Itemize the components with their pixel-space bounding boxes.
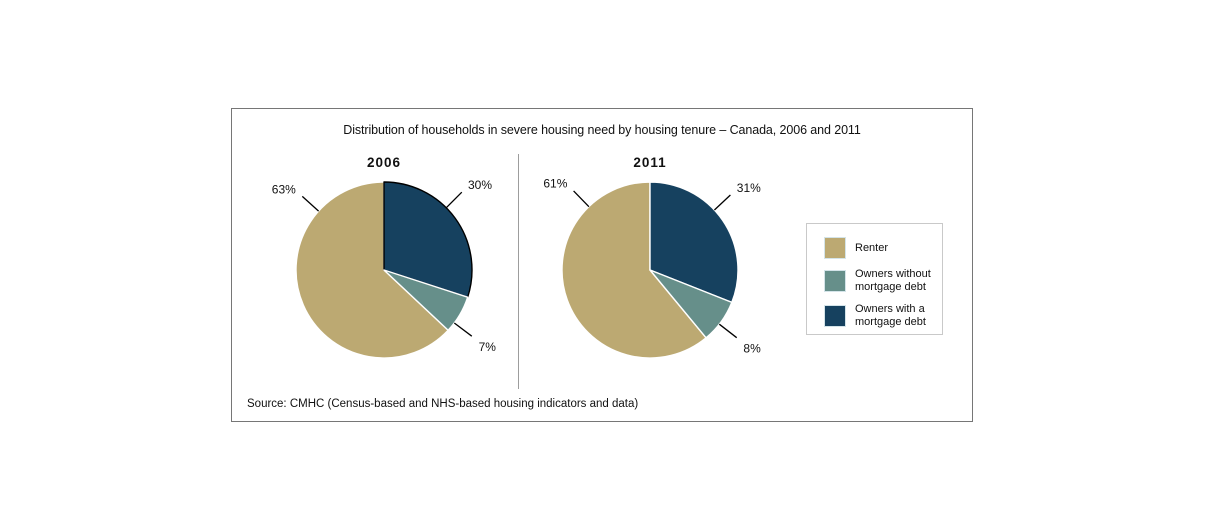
label-leader-line (573, 190, 590, 208)
renter-swatch-icon (824, 237, 846, 259)
pie-slice (649, 181, 739, 304)
label-leader-line (453, 322, 473, 337)
pie-percent-label: 31% (737, 181, 761, 195)
legend-item-owners-with-mortgage: Owners with a mortgage debt (824, 303, 942, 329)
label-leader-line (445, 191, 463, 209)
source-note: Source: CMHC (Census-based and NHS-based… (247, 398, 639, 410)
pie-slice (295, 181, 449, 359)
pie-percent-label: 7% (479, 340, 497, 354)
chart-title: Distribution of households in severe hou… (343, 123, 861, 137)
legend-item-renter: Renter (824, 237, 942, 259)
pie-slice (383, 269, 469, 331)
pie-chart-2011: 31% 8% 61% (543, 177, 761, 359)
legend-box: Renter Owners without mortgage debt Owne… (806, 223, 943, 335)
legend-item-owners-without-mortgage: Owners without mortgage debt (824, 268, 942, 294)
panel-divider (518, 154, 519, 389)
pie-percent-label: 61% (543, 177, 567, 191)
pie-chart-2006: 30% 7% 63% (272, 178, 497, 359)
label-leader-line (301, 195, 320, 212)
pie-slice (561, 181, 707, 359)
owners-without-mortgage-swatch-icon (824, 270, 846, 292)
legend-label: Owners with a mortgage debt (855, 303, 926, 328)
label-leader-line (713, 194, 731, 211)
chart-frame: Distribution of households in severe hou… (231, 108, 973, 422)
pie-2011-year-label: 2011 (633, 155, 667, 170)
pie-2006-year-label: 2006 (366, 155, 402, 170)
owners-with-mortgage-swatch-icon (824, 305, 846, 327)
pie-slice (383, 181, 473, 298)
legend-label: Renter (855, 241, 889, 254)
pie-percent-label: 63% (272, 182, 296, 196)
pie-slice (649, 269, 733, 339)
label-leader-line (718, 323, 738, 339)
pie-percent-label: 8% (743, 341, 761, 355)
pie-percent-label: 30% (468, 178, 492, 192)
legend-label: Owners without mortgage debt (855, 268, 931, 293)
